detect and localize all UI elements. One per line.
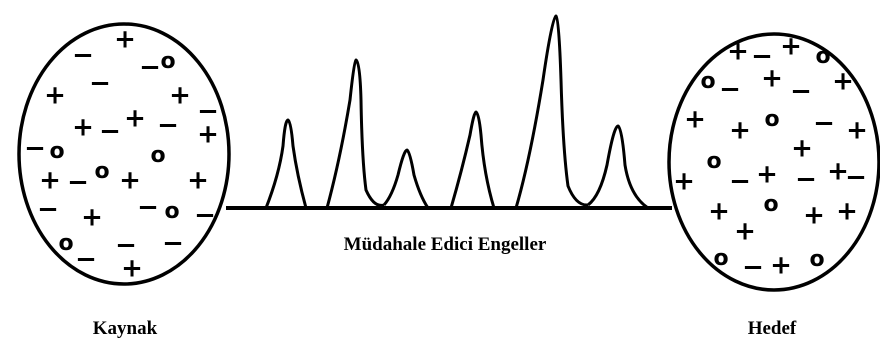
minus-symbol: − <box>162 229 184 259</box>
plus-symbol: + <box>81 203 103 233</box>
plus-symbol: + <box>121 254 143 284</box>
minus-symbol: − <box>194 201 216 231</box>
target-circle <box>667 32 880 292</box>
plus-symbol: + <box>791 134 813 164</box>
source-circle <box>17 22 231 286</box>
minus-symbol: − <box>742 253 764 283</box>
plus-symbol: + <box>187 166 209 196</box>
plus-symbol: + <box>169 81 191 111</box>
noise-peak <box>382 148 430 209</box>
plus-symbol: + <box>114 25 136 55</box>
minus-symbol: − <box>139 53 161 83</box>
plus-symbol: + <box>44 81 66 111</box>
neutral-symbol: o <box>164 199 179 224</box>
noise-peak <box>264 118 308 209</box>
neutral-symbol: o <box>706 149 721 174</box>
plus-symbol: + <box>729 116 751 146</box>
plus-symbol: + <box>770 251 792 281</box>
minus-symbol: − <box>197 97 219 127</box>
minus-symbol: − <box>751 42 773 72</box>
plus-symbol: + <box>836 197 858 227</box>
neutral-symbol: o <box>49 139 64 164</box>
target-symbols: + − + oo − + − ++ + o − +++o− + − +−+ o + ++o − + o <box>673 32 868 283</box>
minus-symbol: − <box>99 117 121 147</box>
minus-symbol: − <box>37 195 59 225</box>
minus-symbol: − <box>729 167 751 197</box>
plus-symbol: + <box>832 67 854 97</box>
plus-symbol: + <box>72 113 94 143</box>
minus-symbol: − <box>24 134 46 164</box>
plus-symbol: + <box>827 157 849 187</box>
neutral-symbol: o <box>160 49 175 74</box>
minus-symbol: − <box>89 69 111 99</box>
minus-symbol: − <box>719 75 741 105</box>
neutral-symbol: o <box>58 231 73 256</box>
source-label: Kaynak <box>93 318 158 339</box>
plus-symbol: + <box>708 197 730 227</box>
plus-symbol: + <box>756 160 778 190</box>
source-symbols: −+− o+ − +−− o+ − + − ++ − o +o+− + − o −o − −− + <box>24 25 219 284</box>
minus-symbol: − <box>157 111 179 141</box>
interference-peaks <box>264 14 649 210</box>
noise-peak <box>449 110 496 209</box>
noise-peak <box>325 58 385 209</box>
minus-symbol: − <box>845 163 867 193</box>
neutral-symbol: o <box>94 159 109 184</box>
neutral-symbol: o <box>764 107 779 132</box>
neutral-symbol: o <box>700 69 715 94</box>
minus-symbol: − <box>72 41 94 71</box>
neutral-symbol: o <box>150 143 165 168</box>
minus-symbol: − <box>115 231 137 261</box>
barriers-label: Müdahale Edici Engeller <box>344 234 547 255</box>
plus-symbol: + <box>727 37 749 67</box>
plus-symbol: + <box>734 217 756 247</box>
plus-symbol: + <box>124 104 146 134</box>
plus-symbol: + <box>673 167 695 197</box>
neutral-symbol: o <box>815 44 830 69</box>
minus-symbol: − <box>813 109 835 139</box>
plus-symbol: + <box>780 32 802 62</box>
minus-symbol: − <box>67 168 89 198</box>
plus-symbol: + <box>39 166 61 196</box>
minus-symbol: − <box>75 245 97 275</box>
minus-symbol: − <box>137 193 159 223</box>
plus-symbol: + <box>761 64 783 94</box>
neutral-symbol: o <box>713 246 728 271</box>
plus-symbol: + <box>197 120 219 150</box>
plus-symbol: + <box>684 105 706 135</box>
noise-peak <box>587 124 649 210</box>
noise-peak <box>514 14 589 209</box>
plus-symbol: + <box>803 201 825 231</box>
minus-symbol: − <box>795 165 817 195</box>
neutral-symbol: o <box>809 247 824 272</box>
neutral-symbol: o <box>763 192 778 217</box>
target-label: Hedef <box>748 318 797 339</box>
minus-symbol: − <box>790 77 812 107</box>
plus-symbol: + <box>846 116 868 146</box>
plus-symbol: + <box>119 166 141 196</box>
